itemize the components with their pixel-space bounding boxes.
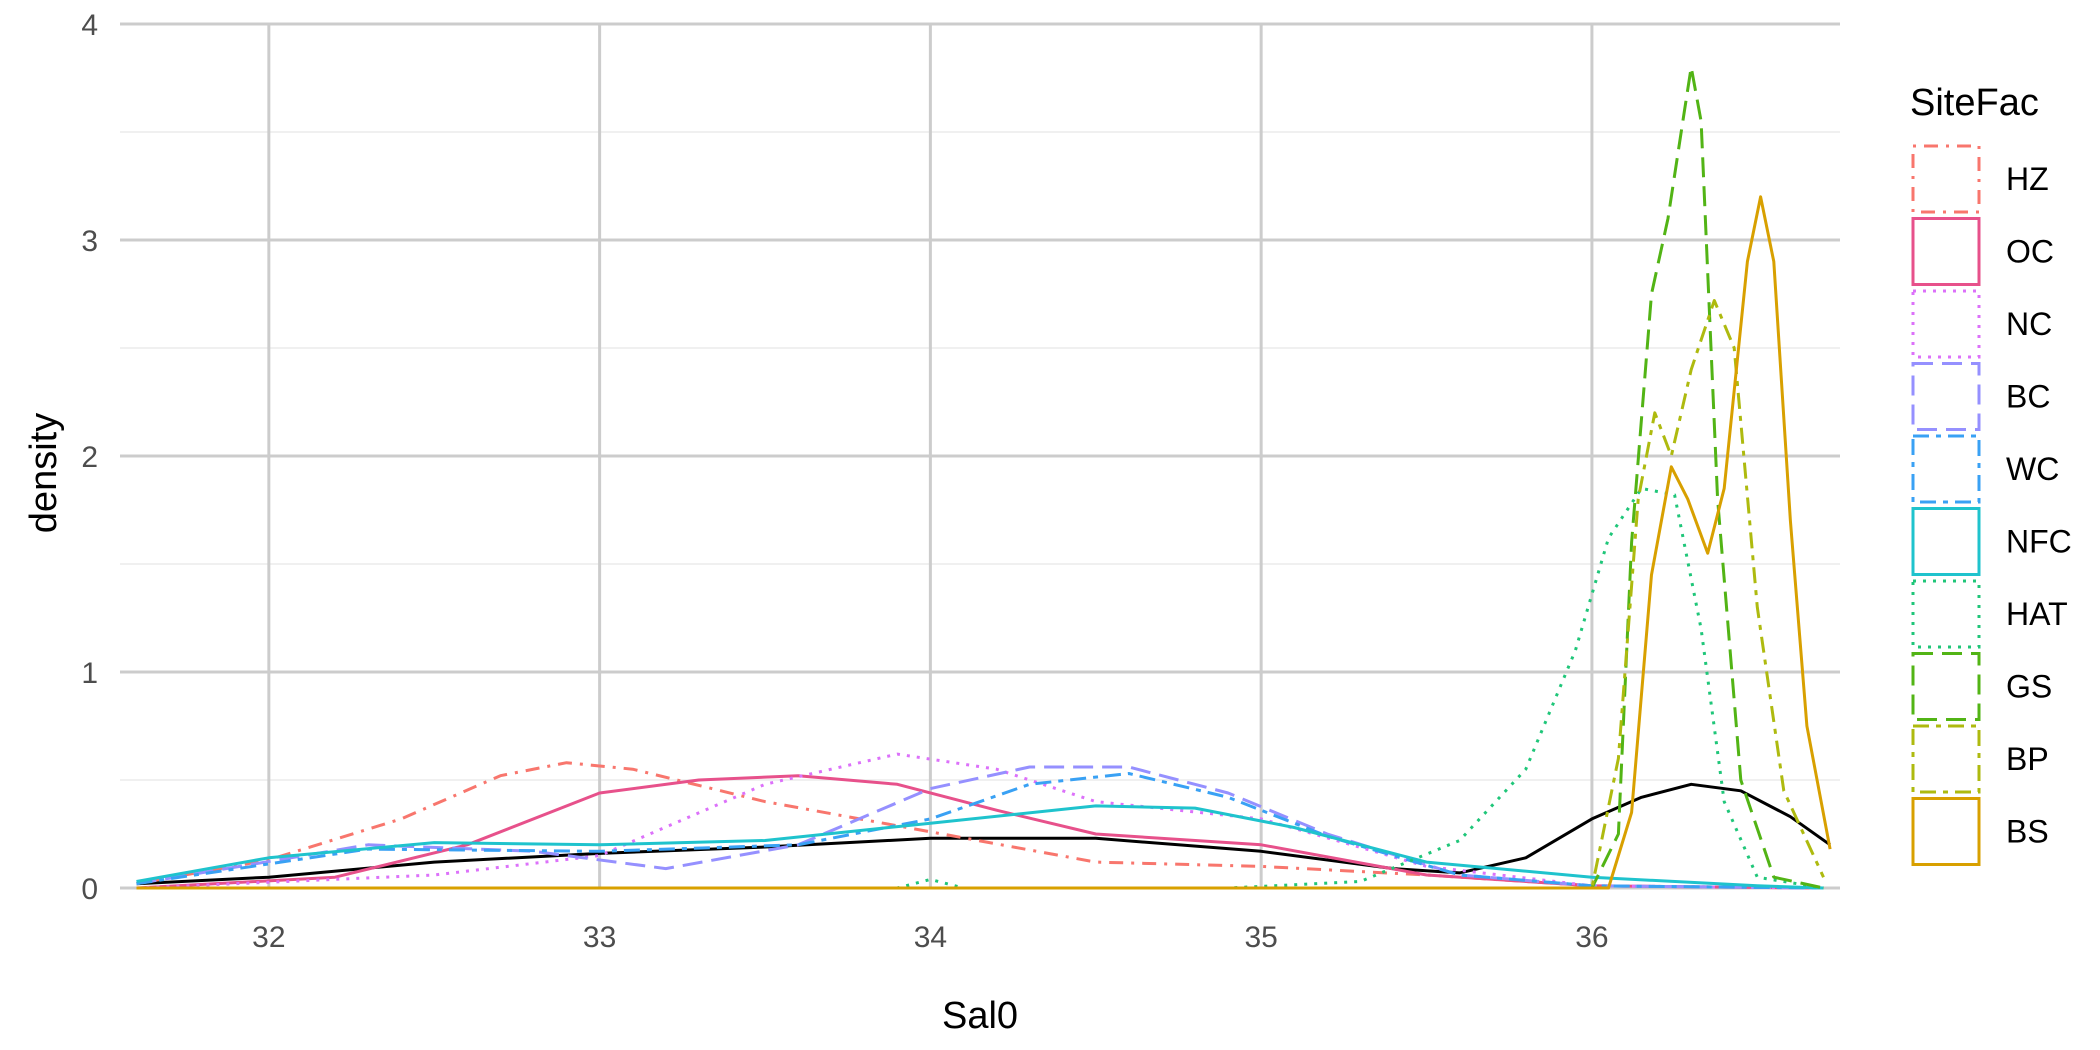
grid-lines — [120, 22, 1840, 890]
x-tick-label: 33 — [583, 921, 616, 954]
legend-label: HAT — [2006, 596, 2068, 632]
x-tick-label: 36 — [1575, 921, 1608, 954]
density-curve-wc — [136, 772, 1824, 890]
legend-key — [1911, 579, 1981, 649]
density-curve-bc — [136, 765, 1824, 890]
y-tick-label: 1 — [81, 657, 98, 690]
x-tick-label: 32 — [252, 921, 285, 954]
legend-key — [1911, 144, 1981, 214]
density-curve-hz — [136, 761, 1824, 890]
y-tick-label: 0 — [81, 873, 98, 906]
legend-key — [1911, 362, 1981, 431]
density-curve-oc — [136, 774, 1824, 890]
legend-label: BP — [2006, 741, 2049, 777]
legend-item-bs: BS — [1911, 797, 2049, 866]
legend-item-oc: OC — [1911, 217, 2054, 286]
legend-item-nc: NC — [1911, 289, 2052, 359]
legend-item-wc: WC — [1911, 434, 2059, 504]
x-tick-label: 34 — [914, 921, 947, 954]
density-curve-hat — [136, 486, 1824, 890]
legend-title: SiteFac — [1910, 82, 2039, 124]
legend-label: NFC — [2006, 524, 2072, 560]
legend-key — [1911, 724, 1981, 794]
legend-item-bp: BP — [1911, 724, 2049, 794]
density-curves — [136, 65, 1832, 890]
legend-label: NC — [2006, 306, 2052, 342]
y-tick-label: 4 — [81, 9, 98, 42]
legend-label: WC — [2006, 451, 2059, 487]
legend-key — [1911, 289, 1981, 359]
x-tick-label: 35 — [1244, 921, 1277, 954]
legend-item-hat: HAT — [1911, 579, 2068, 649]
legend: SiteFac HZ OC NC BC WC NFC HAT GS BP BS — [1910, 82, 2072, 866]
density-curve-nfc — [136, 804, 1824, 890]
legend-item-bc: BC — [1911, 362, 2050, 431]
y-tick-label: 3 — [81, 225, 98, 258]
density-curve-bs — [136, 195, 1832, 890]
legend-label: OC — [2006, 234, 2054, 270]
legend-label: BS — [2006, 814, 2049, 850]
legend-item-nfc: NFC — [1911, 507, 2072, 576]
legend-key — [1911, 434, 1981, 504]
legend-key — [1911, 652, 1981, 721]
legend-label: HZ — [2006, 161, 2049, 197]
legend-key — [1911, 797, 1981, 866]
density-curve-bp — [136, 299, 1825, 890]
legend-item-hz: HZ — [1911, 144, 2049, 214]
density-curve-gs — [136, 65, 1824, 890]
y-tick-label: 2 — [81, 441, 98, 474]
legend-items: HZ OC NC BC WC NFC HAT GS BP BS — [1911, 144, 2072, 866]
legend-key — [1911, 507, 1981, 576]
density-curve-nc — [136, 752, 1824, 890]
legend-key — [1911, 217, 1981, 286]
y-axis-title: density — [23, 413, 65, 533]
x-axis-title: Sal0 — [942, 995, 1018, 1037]
legend-item-gs: GS — [1911, 652, 2052, 721]
legend-label: BC — [2006, 379, 2050, 415]
legend-label: GS — [2006, 669, 2052, 705]
